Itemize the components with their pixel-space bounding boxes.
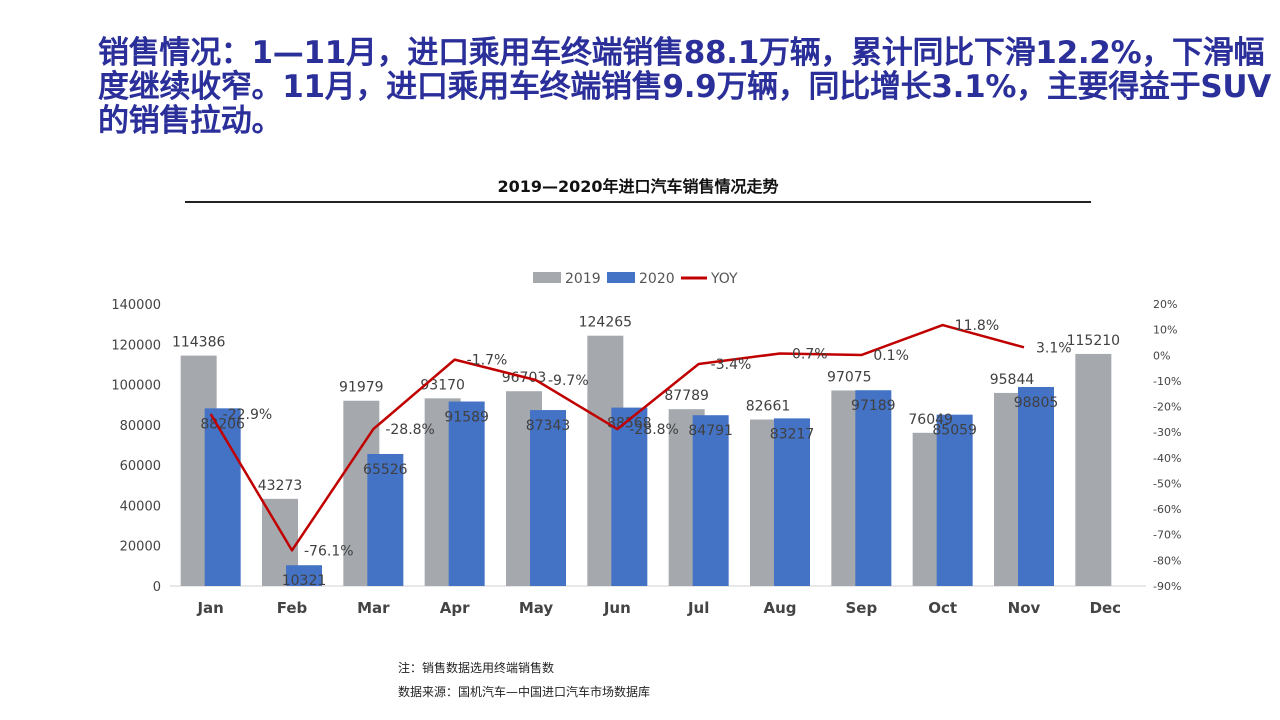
y-left-tick-label: 140000 <box>111 298 161 313</box>
y-right-tick-label: 0% <box>1153 349 1170 362</box>
data-source: 数据来源：国机汽车—中国进口汽车市场数据库 <box>398 685 651 699</box>
x-tick-label: Dec <box>1090 599 1122 617</box>
y-right-tick-label: -60% <box>1153 503 1181 516</box>
x-tick-label: Nov <box>1008 599 1041 617</box>
y-right-tick-label: 10% <box>1153 324 1177 337</box>
bar-2020 <box>204 408 241 586</box>
yoy-data-label: 3.1% <box>1036 340 1072 356</box>
data-label-2019: 43273 <box>258 478 303 494</box>
x-tick-label: Mar <box>357 599 390 617</box>
x-tick-label: Jun <box>603 599 631 617</box>
x-tick-label: Apr <box>440 599 470 617</box>
x-tick-label: May <box>519 599 554 617</box>
y-left-tick-label: 0 <box>153 580 161 595</box>
data-label-2020: 84791 <box>688 423 733 439</box>
data-label-2020: 88206 <box>200 416 245 432</box>
data-label-2019: 82661 <box>746 398 791 414</box>
legend-label-2020: 2020 <box>639 271 675 287</box>
sales-chart: 0 20000 40000 60000 80000 100000 120000 140000 -… <box>111 271 1181 617</box>
bar-2020 <box>286 565 322 586</box>
bar-2020 <box>936 414 973 586</box>
bar-2019 <box>1075 353 1112 586</box>
y-right-tick-label: -30% <box>1153 426 1181 439</box>
yoy-data-label: -22.9% <box>223 407 273 423</box>
legend-swatch-2019 <box>533 272 561 283</box>
y-left-tick-label: 40000 <box>120 499 161 514</box>
data-label-2020: 98805 <box>1014 395 1059 411</box>
legend-swatch-2020 <box>607 272 635 283</box>
y-left-tick-label: 20000 <box>120 540 161 555</box>
data-label-2019: 97075 <box>827 369 872 385</box>
y-right-tick-label: -10% <box>1153 375 1181 388</box>
data-label-2019: 76049 <box>908 412 953 428</box>
yoy-data-label: 0.1% <box>873 348 909 364</box>
data-label-2019: 91979 <box>339 380 384 396</box>
chart-note: 注：销售数据选用终端销售数 <box>398 661 555 675</box>
y-right-tick-label: -80% <box>1153 554 1181 567</box>
x-tick-label: Oct <box>928 599 957 617</box>
data-label-2020: 83217 <box>770 426 815 442</box>
y-left-tick-label: 120000 <box>111 338 161 353</box>
data-label-2020: 65526 <box>363 462 408 478</box>
data-label-2019: 124265 <box>579 315 632 331</box>
y-right-tick-label: -70% <box>1153 529 1181 542</box>
bar-2020 <box>367 454 404 586</box>
x-tick-label: Aug <box>763 599 796 617</box>
y-right-tick-label: -20% <box>1153 401 1181 414</box>
x-tick-label: Feb <box>277 599 308 617</box>
data-label-2020: 91589 <box>444 410 489 426</box>
yoy-data-label: 0.7% <box>792 346 828 362</box>
title-divider <box>185 201 1091 203</box>
y-right-tick-label: -40% <box>1153 452 1181 465</box>
yoy-data-label: -1.7% <box>467 353 508 369</box>
y-left-tick-label: 60000 <box>120 459 161 474</box>
yoy-data-label: -76.1% <box>304 543 354 559</box>
headline: 销售情况：1—11月，进口乘用车终端销售88.1万辆，累计同比下滑12.2%，下… <box>98 35 1271 139</box>
bar-2020 <box>692 415 729 586</box>
data-label-2019: 115210 <box>1067 333 1120 349</box>
bar-2020 <box>611 407 648 586</box>
data-label-2019: 87789 <box>664 388 709 404</box>
y-left-tick-label: 100000 <box>111 379 161 394</box>
bar-2020 <box>448 401 485 586</box>
yoy-line <box>209 323 1025 552</box>
x-tick-label: Jul <box>687 599 709 617</box>
yoy-data-label: -28.8% <box>629 422 679 438</box>
yoy-data-label: -9.7% <box>548 373 589 389</box>
chart-title: 2019—2020年进口汽车销售情况走势 <box>497 177 779 196</box>
y-right-tick-label: -90% <box>1153 580 1181 593</box>
bar-2020 <box>855 390 892 586</box>
bar-2020 <box>774 418 810 586</box>
data-label-2020: 10321 <box>282 573 327 589</box>
data-label-2020: 97189 <box>851 398 896 414</box>
yoy-data-label: -3.4% <box>711 357 752 373</box>
bar-2020 <box>530 410 566 586</box>
x-tick-label: Jan <box>196 599 223 617</box>
y-right-tick-label: -50% <box>1153 477 1181 490</box>
data-label-2020: 85059 <box>932 423 977 439</box>
legend-label-2019: 2019 <box>565 271 601 287</box>
data-label-2019: 93170 <box>420 377 465 393</box>
yoy-data-label: 11.8% <box>955 318 999 334</box>
x-tick-label: Sep <box>845 599 877 617</box>
data-label-2019: 95844 <box>990 372 1035 388</box>
data-label-2019: 114386 <box>172 335 226 351</box>
data-label-2020: 87343 <box>526 418 571 434</box>
yoy-data-label: -28.8% <box>385 422 435 438</box>
bar-2020 <box>1018 386 1054 586</box>
y-right-tick-label: 20% <box>1153 298 1177 311</box>
y-left-tick-label: 80000 <box>120 419 161 434</box>
legend-label-yoy: YOY <box>710 271 738 287</box>
